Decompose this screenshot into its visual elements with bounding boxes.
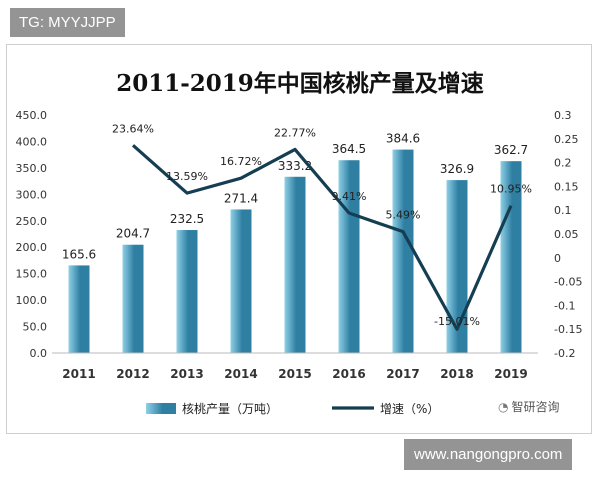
y-left-tick-label: 250.0 [16, 215, 48, 228]
y-right-tick-label: 0.25 [554, 133, 579, 146]
y-left-tick-label: 50.0 [23, 321, 48, 334]
y-right-tick-label: -0.05 [554, 276, 582, 289]
x-tick-label-2015: 2015 [278, 367, 311, 381]
bar-label-2018: 326.9 [440, 162, 474, 176]
chart-title: 2011-2019年中国核桃产量及增速 [116, 70, 484, 97]
bar-2015 [284, 176, 306, 353]
bar-label-2015: 333.2 [278, 159, 312, 173]
x-tick-label-2017: 2017 [386, 367, 419, 381]
legend-label-bar: 核桃产量（万吨） [182, 401, 278, 416]
x-tick-label-2019: 2019 [494, 367, 527, 381]
bar-2019 [500, 161, 522, 353]
brand-text: 智研咨询 [511, 400, 560, 414]
growth-rate-line [131, 144, 513, 331]
bar-2011 [68, 265, 90, 353]
bar-2017 [392, 149, 414, 353]
bar-2014 [230, 209, 252, 353]
y-left-tick-label: 350.0 [16, 162, 48, 175]
x-tick-label-2018: 2018 [440, 367, 473, 381]
y-left-tick-label: 300.0 [16, 188, 48, 201]
brand-logo: ◔ 智研咨询 [498, 398, 560, 415]
line-label-2015: 22.77% [274, 126, 316, 139]
watermark-bottom-right: www.nangongpro.com [404, 439, 573, 470]
legend-label-line: 增速（%） [380, 402, 439, 416]
y-left-tick-label: 100.0 [16, 294, 48, 307]
y-left-tick-label: 400.0 [16, 135, 48, 148]
bar-2018 [446, 180, 468, 353]
y-left-tick-label: 150.0 [16, 268, 48, 281]
legend-swatch-bar [146, 403, 176, 414]
y-right-tick-label: 0.15 [554, 180, 579, 193]
line-label-2017: 5.49% [386, 209, 421, 222]
y-right-tick-label: 0 [554, 252, 561, 265]
bar-label-2017: 384.6 [386, 132, 420, 146]
bar-label-2019: 362.7 [494, 143, 528, 157]
bar-label-2011: 165.6 [62, 247, 96, 261]
x-tick-label-2016: 2016 [332, 367, 365, 381]
watermark-top-left: TG: MYYJJPP [10, 8, 125, 37]
bar-2012 [122, 244, 144, 353]
x-tick-label-2011: 2011 [62, 367, 95, 381]
y-left-tick-label: 200.0 [16, 241, 48, 254]
line-label-2012: 23.64% [112, 122, 154, 135]
line-label-2014: 16.72% [220, 155, 262, 168]
wechat-icon: ◔ [498, 400, 509, 414]
line-label-2019: 10.95% [490, 183, 532, 196]
line-label-2013: 13.59% [166, 170, 208, 183]
x-tick-label-2012: 2012 [116, 367, 149, 381]
y-right-tick-label: 0.1 [554, 204, 572, 217]
y-right-tick-label: 0.2 [554, 157, 572, 170]
bar-label-2014: 271.4 [224, 191, 258, 205]
y-left-tick-label: 0.0 [30, 347, 48, 360]
line-label-2016: 9.41% [332, 190, 367, 203]
x-tick-label-2014: 2014 [224, 367, 257, 381]
y-right-tick-label: 0.3 [554, 109, 572, 122]
y-right-tick-label: -0.1 [554, 299, 575, 312]
bar-label-2016: 364.5 [332, 142, 366, 156]
y-right-tick-label: -0.2 [554, 347, 575, 360]
y-right-tick-label: 0.05 [554, 228, 579, 241]
x-tick-label-2013: 2013 [170, 367, 203, 381]
bar-label-2013: 232.5 [170, 212, 204, 226]
bar-label-2012: 204.7 [116, 227, 150, 241]
line-label-2018: -15.01% [434, 315, 480, 328]
y-left-tick-label: 450.0 [16, 109, 48, 122]
bar-2013 [176, 230, 198, 353]
y-right-tick-label: -0.15 [554, 323, 582, 336]
